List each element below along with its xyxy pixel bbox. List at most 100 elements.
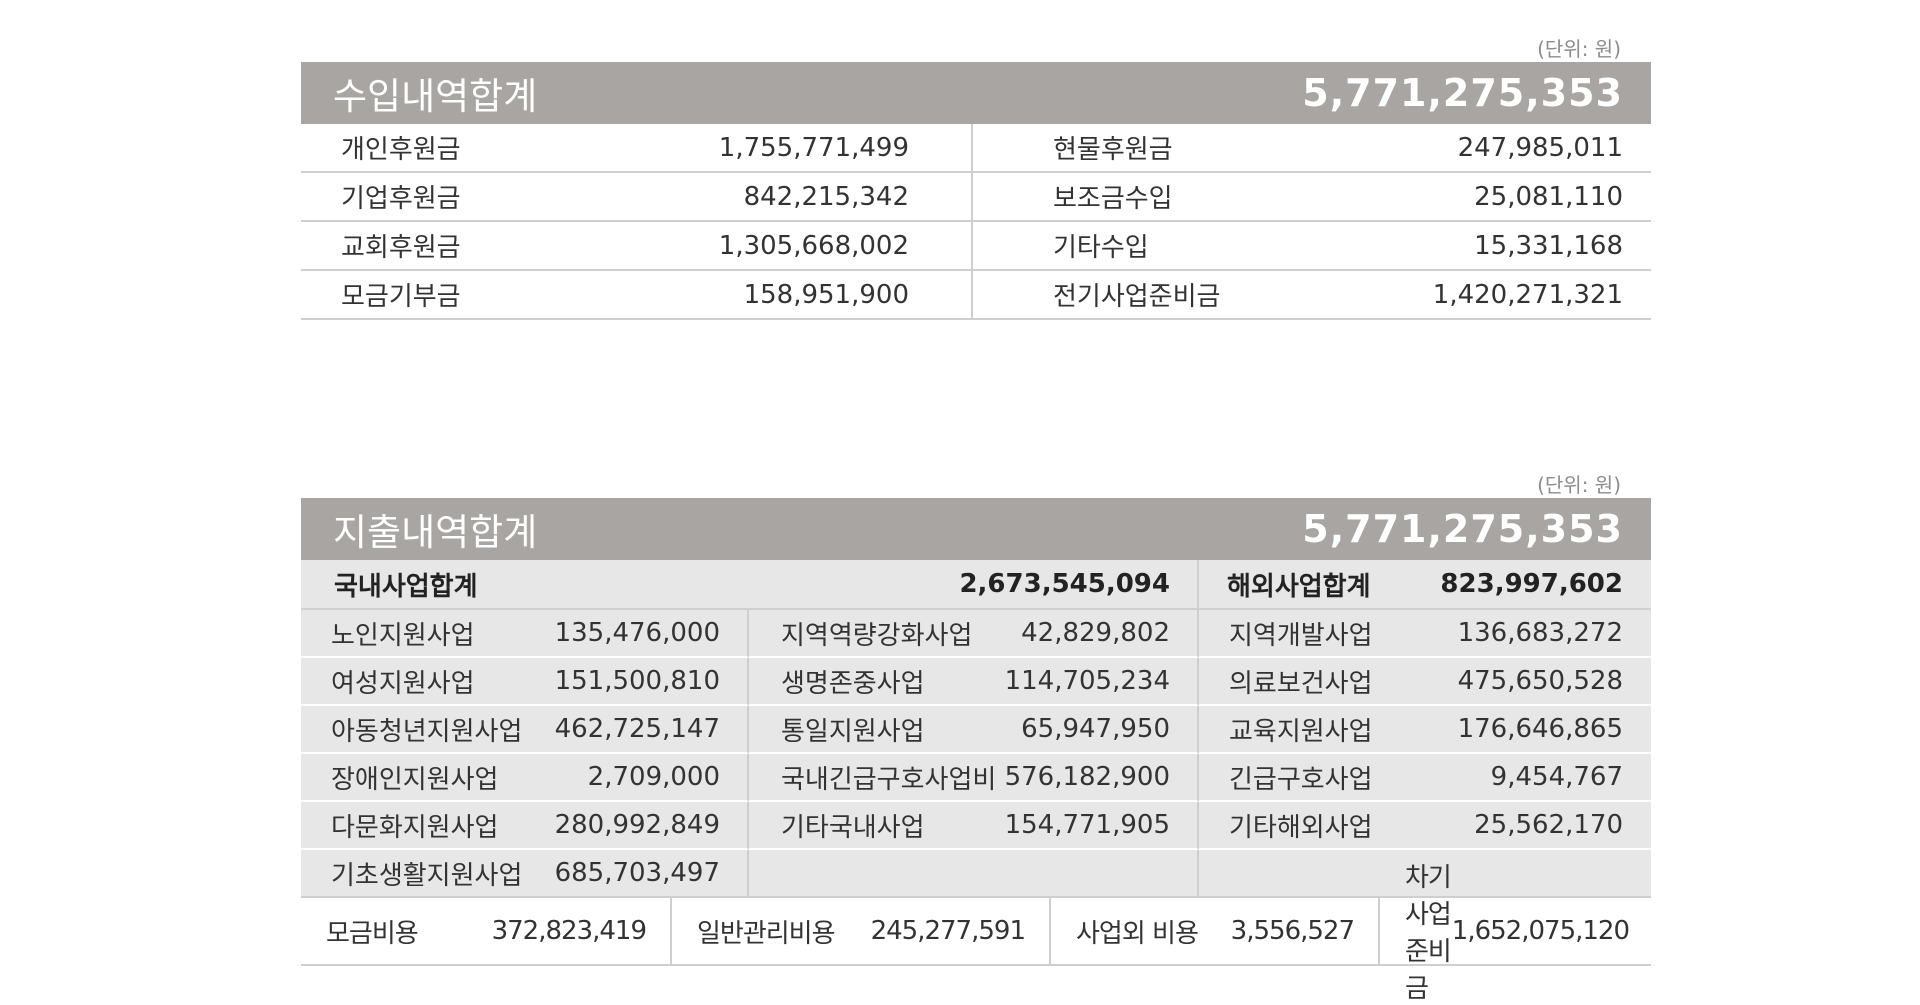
footer-item: 차기사업준비금 1,652,075,120 bbox=[1378, 863, 1651, 1004]
footer-value: 1,652,075,120 bbox=[1451, 916, 1630, 946]
footer-item: 사업외 비용 3,556,527 bbox=[1049, 898, 1378, 964]
expense-value: 135,476,000 bbox=[554, 618, 720, 648]
income-label: 개인후원금 bbox=[341, 135, 461, 165]
income-label: 기타수입 bbox=[1053, 233, 1149, 263]
expense-value: 114,705,234 bbox=[1004, 666, 1170, 696]
expense-title: 지출내역합계 bbox=[333, 511, 538, 554]
expense-label: 지역역량강화사업 bbox=[781, 620, 973, 651]
expense-item: 긴급구호사업 9,454,767 bbox=[1199, 754, 1651, 802]
expense-item: 기초생활지원사업 685,703,497 bbox=[301, 850, 749, 896]
domestic-total-label: 국내사업합계 bbox=[334, 571, 478, 602]
expense-item: 생명존중사업 114,705,234 bbox=[749, 658, 1199, 706]
expense-header: 지출내역합계 5,771,275,353 bbox=[301, 498, 1651, 560]
expense-value: 576,182,900 bbox=[1004, 762, 1170, 792]
income-label: 기업후원금 bbox=[341, 184, 461, 214]
expense-label: 통일지원사업 bbox=[781, 716, 925, 747]
expense-value: 25,562,170 bbox=[1474, 810, 1623, 840]
expense-footer: 모금비용 372,823,419 일반관리비용 245,277,591 사업외 비용… bbox=[301, 863, 1651, 1004]
income-value: 247,985,011 bbox=[1457, 132, 1623, 163]
income-value: 158,951,900 bbox=[743, 279, 909, 310]
income-value: 15,331,168 bbox=[1474, 230, 1623, 261]
footer-label: 일반관리비용 bbox=[697, 918, 836, 949]
expense-total: 5,771,275,353 bbox=[1302, 507, 1623, 551]
expense-value: 42,829,802 bbox=[1021, 618, 1170, 648]
expense-value: 462,725,147 bbox=[554, 714, 720, 744]
expense-value: 151,500,810 bbox=[554, 666, 720, 696]
expense-label: 장애인지원사업 bbox=[331, 764, 499, 795]
income-value: 25,081,110 bbox=[1474, 181, 1623, 212]
domestic-total-row: 국내사업합계 2,673,545,094 bbox=[301, 560, 1199, 610]
income-section: (단위: 원) 수입내역합계 5,771,275,353 개인후원금 1,755,… bbox=[301, 36, 1651, 320]
expense-label: 여성지원사업 bbox=[331, 668, 475, 699]
footer-value: 372,823,419 bbox=[491, 916, 647, 946]
income-label: 전기사업준비금 bbox=[1053, 282, 1221, 312]
income-unit: (단위: 원) bbox=[1537, 37, 1621, 61]
footer-value: 3,556,527 bbox=[1230, 916, 1355, 946]
income-label: 모금기부금 bbox=[341, 282, 461, 312]
income-header: 수입내역합계 5,771,275,353 bbox=[301, 62, 1651, 124]
expense-label: 아동청년지원사업 bbox=[331, 716, 523, 747]
expense-label: 국내긴급구호사업비 bbox=[781, 764, 997, 795]
expense-item: 교육지원사업 176,646,865 bbox=[1199, 706, 1651, 754]
expense-unit: (단위: 원) bbox=[1537, 473, 1621, 497]
income-value: 842,215,342 bbox=[743, 181, 909, 212]
footer-label: 차기사업준비금 bbox=[1405, 863, 1452, 1004]
income-row: 기업후원금 842,215,342 bbox=[301, 173, 973, 222]
income-total: 5,771,275,353 bbox=[1302, 71, 1623, 115]
expense-value: 475,650,528 bbox=[1457, 666, 1623, 696]
expense-label: 교육지원사업 bbox=[1229, 716, 1373, 747]
income-title: 수입내역합계 bbox=[333, 75, 538, 118]
expense-item: 통일지원사업 65,947,950 bbox=[749, 706, 1199, 754]
footer-item: 일반관리비용 245,277,591 bbox=[670, 898, 1049, 964]
expense-value: 154,771,905 bbox=[1004, 810, 1170, 840]
income-row: 전기사업준비금 1,420,271,321 bbox=[973, 271, 1651, 320]
overseas-total-label: 해외사업합계 bbox=[1227, 571, 1371, 602]
expense-item: 노인지원사업 135,476,000 bbox=[301, 610, 749, 658]
income-row: 보조금수입 25,081,110 bbox=[973, 173, 1651, 222]
expense-value: 9,454,767 bbox=[1490, 762, 1623, 792]
expense-value: 2,709,000 bbox=[587, 762, 720, 792]
income-value: 1,420,271,321 bbox=[1432, 279, 1623, 310]
expense-item: 지역개발사업 136,683,272 bbox=[1199, 610, 1651, 658]
expense-item: 여성지원사업 151,500,810 bbox=[301, 658, 749, 706]
income-label: 보조금수입 bbox=[1053, 184, 1173, 214]
overseas-total-row: 해외사업합계 823,997,602 bbox=[1199, 560, 1651, 610]
income-row: 교회후원금 1,305,668,002 bbox=[301, 222, 973, 271]
expense-label: 기초생활지원사업 bbox=[331, 860, 523, 891]
expense-value: 176,646,865 bbox=[1457, 714, 1623, 744]
income-label: 현물후원금 bbox=[1053, 135, 1173, 165]
expense-item: 국내긴급구호사업비 576,182,900 bbox=[749, 754, 1199, 802]
expense-value: 136,683,272 bbox=[1457, 618, 1623, 648]
footer-item: 모금비용 372,823,419 bbox=[301, 898, 670, 964]
expense-value: 65,947,950 bbox=[1021, 714, 1170, 744]
expense-table: 국내사업합계 2,673,545,094 해외사업합계 823,997,602 … bbox=[301, 560, 1651, 896]
expense-label: 긴급구호사업 bbox=[1229, 764, 1373, 795]
expense-label: 노인지원사업 bbox=[331, 620, 475, 651]
income-table: 개인후원금 1,755,771,499 현물후원금 247,985,011 기업후원… bbox=[301, 124, 1651, 320]
expense-item: 기타국내사업 154,771,905 bbox=[749, 802, 1199, 850]
expense-value: 685,703,497 bbox=[554, 858, 720, 888]
income-row: 모금기부금 158,951,900 bbox=[301, 271, 973, 320]
expense-label: 의료보건사업 bbox=[1229, 668, 1373, 699]
income-label: 교회후원금 bbox=[341, 233, 461, 263]
expense-label: 다문화지원사업 bbox=[331, 812, 499, 843]
footer-label: 모금비용 bbox=[326, 918, 419, 949]
income-row: 기타수입 15,331,168 bbox=[973, 222, 1651, 271]
expense-label: 기타국내사업 bbox=[781, 812, 925, 843]
income-row: 개인후원금 1,755,771,499 bbox=[301, 124, 973, 173]
expense-item: 지역역량강화사업 42,829,802 bbox=[749, 610, 1199, 658]
expense-label: 지역개발사업 bbox=[1229, 620, 1373, 651]
expense-item: 의료보건사업 475,650,528 bbox=[1199, 658, 1651, 706]
expense-section: (단위: 원) 지출내역합계 5,771,275,353 국내사업합계 2,67… bbox=[301, 472, 1651, 1004]
footer-value: 245,277,591 bbox=[870, 916, 1026, 946]
expense-item: 아동청년지원사업 462,725,147 bbox=[301, 706, 749, 754]
income-row: 현물후원금 247,985,011 bbox=[973, 124, 1651, 173]
expense-label: 기타해외사업 bbox=[1229, 812, 1373, 843]
empty-cell bbox=[749, 850, 1199, 896]
expense-value: 280,992,849 bbox=[554, 810, 720, 840]
domestic-total-value: 2,673,545,094 bbox=[959, 569, 1170, 599]
expense-item: 기타해외사업 25,562,170 bbox=[1199, 802, 1651, 850]
income-value: 1,305,668,002 bbox=[718, 230, 909, 261]
overseas-total-value: 823,997,602 bbox=[1440, 569, 1623, 599]
expense-label: 생명존중사업 bbox=[781, 668, 925, 699]
